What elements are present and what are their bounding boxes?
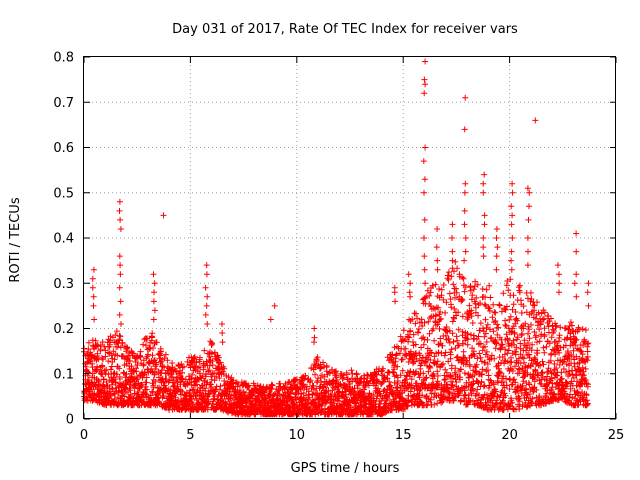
- y-tick-label: 0.6: [53, 141, 74, 156]
- data-points: [81, 58, 592, 418]
- y-tick-label: 0.5: [53, 186, 74, 201]
- y-tick-label: 0.4: [53, 232, 74, 247]
- x-tick-label: 25: [608, 428, 625, 443]
- y-tick-label: 0.3: [53, 277, 74, 292]
- y-tick-label: 0.8: [53, 51, 74, 66]
- y-tick-label: 0: [66, 413, 74, 428]
- roti-series-points: [81, 58, 592, 418]
- x-tick-label: 0: [80, 428, 88, 443]
- x-axis-label: GPS time / hours: [291, 461, 400, 476]
- y-axis-ticks: 0 0.1 0.2 0.3 0.4 0.5 0.6 0.7 0.8: [53, 51, 616, 428]
- x-axis-ticks: 0 5 10 15 20 25: [80, 57, 624, 443]
- y-tick-label: 0.1: [53, 367, 74, 382]
- y-axis-label: ROTI / TECUs: [8, 197, 23, 282]
- x-tick-label: 20: [501, 428, 518, 443]
- y-tick-label: 0.2: [53, 322, 74, 337]
- chart-title: Day 031 of 2017, Rate Of TEC Index for r…: [172, 22, 518, 37]
- x-tick-label: 15: [395, 428, 412, 443]
- x-tick-label: 10: [289, 428, 306, 443]
- x-tick-label: 5: [186, 428, 194, 443]
- y-tick-label: 0.7: [53, 96, 74, 111]
